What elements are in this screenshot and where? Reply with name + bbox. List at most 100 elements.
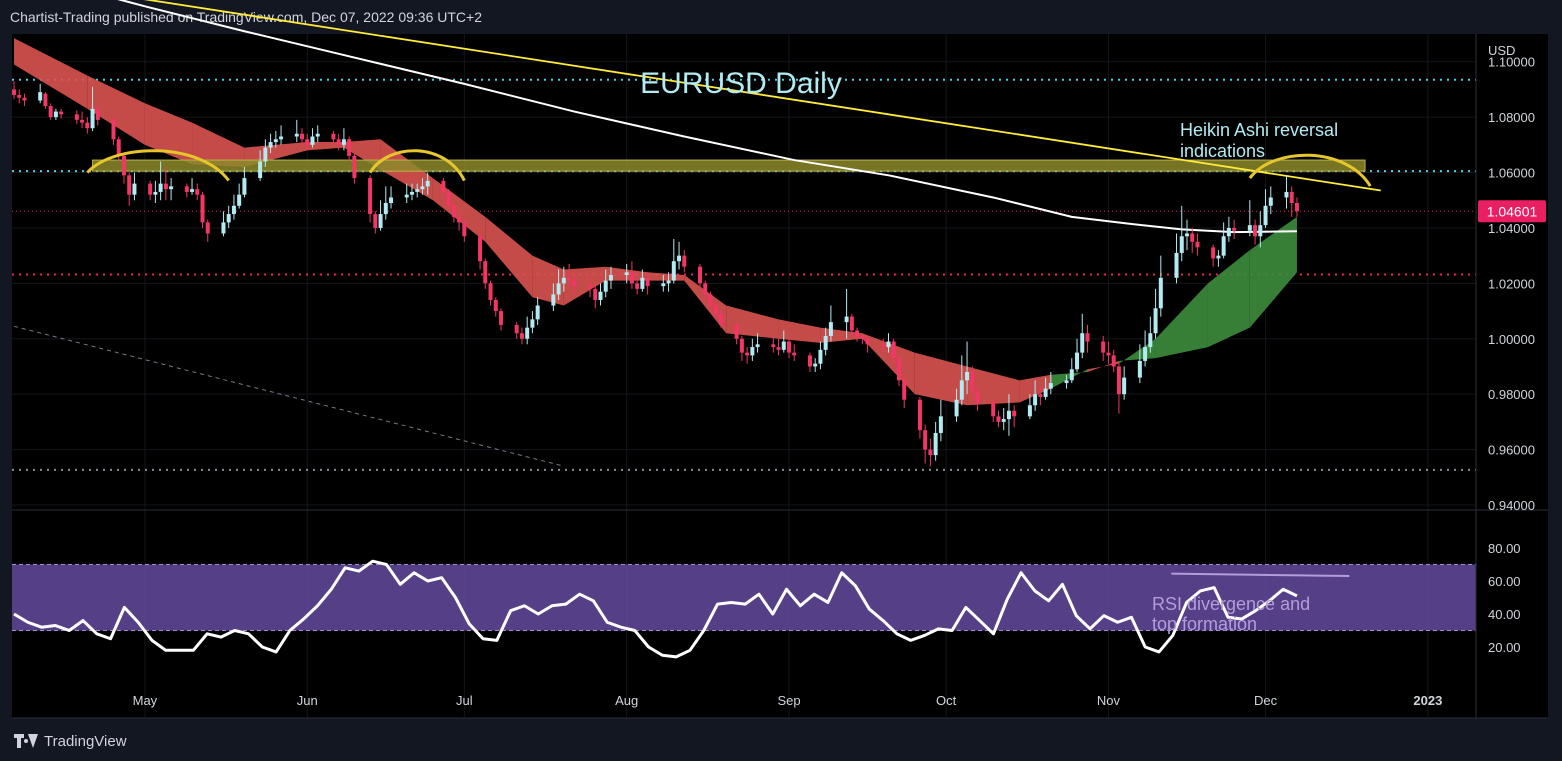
candle-body [315,133,320,137]
candle-body [1006,410,1011,420]
candle-body [1116,366,1121,395]
candle-body [891,341,896,359]
dashed-channel-line [13,325,564,467]
candle-body [671,261,676,281]
candle-body [378,214,383,228]
candle-body [1289,191,1294,204]
candle-body [263,147,268,162]
candle-body [1143,347,1148,361]
cloud-segment [726,305,779,339]
candle-body [598,291,603,300]
candle-body [530,319,535,328]
rsi-tick-label: 20.00 [1488,640,1521,655]
candle-body [310,136,315,145]
descending-trendline [143,0,1381,192]
candle-body [776,347,781,350]
candle-body [425,180,430,187]
candle-body [588,286,593,289]
candle-body [855,330,860,336]
candle-body [205,222,210,234]
candle-body [95,108,100,120]
cloud-segment [432,178,486,242]
price-tick-label: 1.04000 [1488,221,1535,236]
candle-body [1033,394,1038,406]
candle-body [1122,377,1127,395]
rsi-pane [12,559,1476,659]
candle-body [561,277,566,284]
candle-body [975,391,980,403]
footer-brand-label: TradingView [44,732,127,750]
cloud-segment [1155,283,1208,359]
candle-body [1216,255,1221,259]
candle-body [551,294,556,306]
candle-body [409,191,414,195]
heikin-annotation-line1: Heikin Ashi reversal [1180,120,1338,140]
candle-body [1226,227,1231,237]
candle-body [451,205,456,217]
candle-body [755,344,760,348]
candle-body [813,363,818,367]
candle-body [1069,369,1074,381]
price-tick-label: 0.94000 [1488,498,1535,513]
candle-body [305,139,310,145]
candle-body [1106,352,1111,356]
candle-body [111,119,116,140]
candle-body [132,183,137,195]
candle-body [268,142,273,148]
candle-body [1085,333,1090,342]
candle-body [493,299,498,312]
candle-body [640,277,645,289]
candle-body [1001,419,1006,422]
candle-body [629,272,634,284]
cloud-segment [485,216,533,298]
moving-average-line [117,0,1297,234]
candle-body [221,222,226,234]
candle-body [404,194,409,198]
candle-body [928,449,933,456]
publish-header: Chartist-Trading published on TradingVie… [10,9,482,25]
candle-body [593,288,598,300]
candle-body [389,197,394,204]
candle-body [184,186,189,192]
candle-body [1258,225,1263,237]
last-price-box [1478,200,1546,223]
candle-body [917,399,922,431]
candle-body [1263,205,1268,226]
candle-body [420,186,425,190]
candle-body [514,324,519,334]
candle-body [896,358,901,381]
candle-body [996,416,1001,422]
candle-body [148,183,153,195]
candle-body [959,380,964,400]
overlay-lines [13,0,1381,467]
candle-body [886,341,891,348]
candle-body [792,352,797,356]
candle-body [237,194,242,206]
candle-body [1174,252,1179,278]
candle-body [519,333,524,339]
candle-body [677,255,682,262]
candle-body [59,111,64,115]
candle-body [190,189,195,192]
candle-body [923,430,928,450]
candle-body [242,178,247,195]
cloud-segment [1050,369,1088,389]
time-tick-label: Jul [456,693,473,708]
candle-body [1268,197,1273,206]
candle-body [336,139,341,145]
candle-body [703,283,708,295]
candle-body [116,139,121,156]
candle-body [446,191,451,206]
candle-body [860,335,865,339]
candle-body [682,255,687,267]
cloud-segment [1207,250,1250,348]
time-tick-label: Sep [777,693,800,708]
candle-body [697,266,702,284]
last-price-value: 1.04601 [1487,203,1538,219]
candle-body [1284,191,1289,198]
footer-brand[interactable]: TradingView [14,731,127,751]
candle-body [525,327,530,339]
candle-body [902,380,907,400]
candle-body [608,275,613,281]
